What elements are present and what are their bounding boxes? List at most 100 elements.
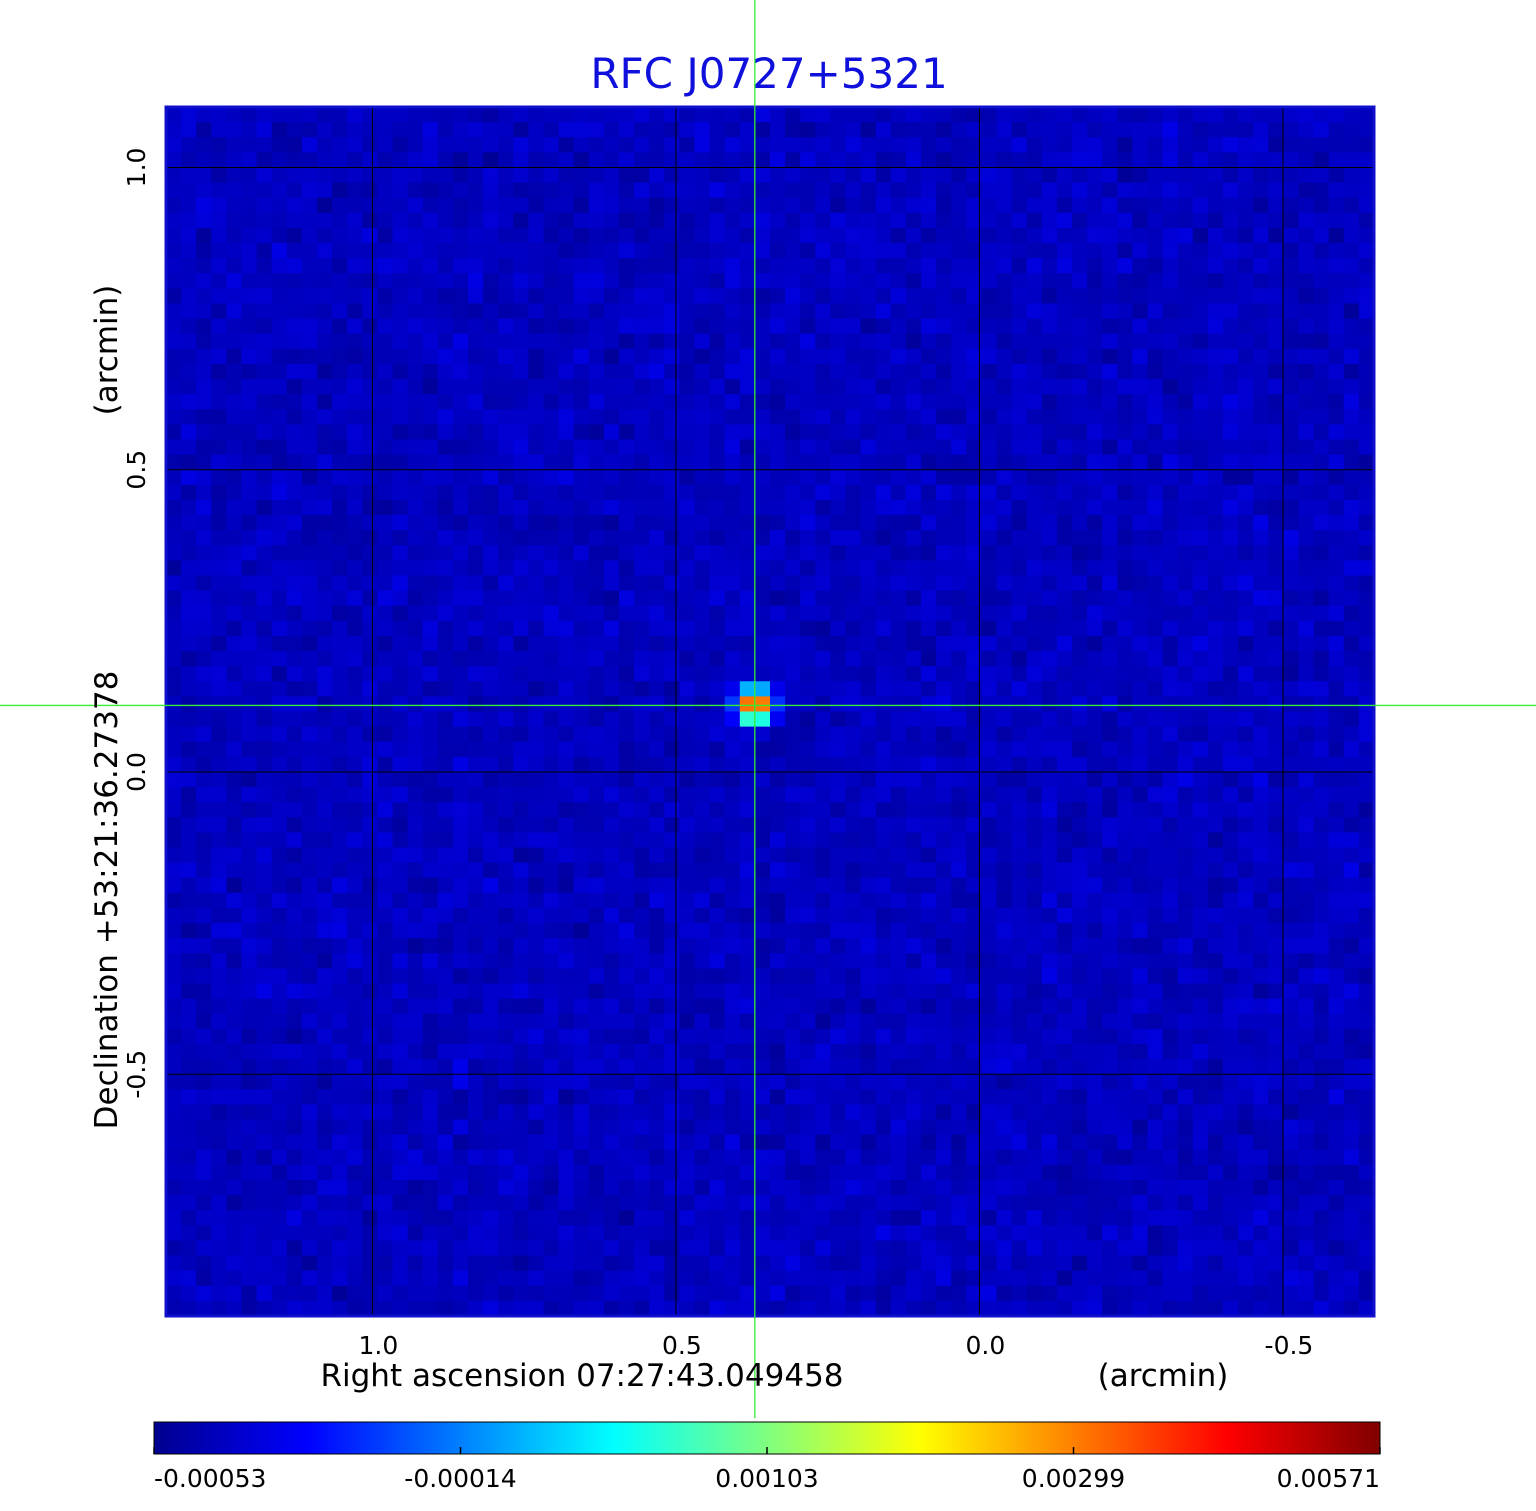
image-pixel — [1343, 575, 1360, 592]
image-pixel — [1238, 167, 1254, 184]
image-pixel — [332, 771, 348, 788]
image-pixel — [800, 892, 816, 909]
image-pixel — [498, 651, 514, 667]
image-pixel — [754, 273, 771, 289]
image-pixel — [362, 288, 378, 305]
image-pixel — [392, 394, 409, 410]
image-pixel — [754, 394, 771, 410]
image-pixel — [241, 892, 258, 909]
image-pixel — [468, 983, 484, 1000]
image-pixel — [815, 439, 831, 456]
image-pixel — [1238, 1028, 1254, 1045]
intensity-image — [166, 107, 1375, 1317]
image-pixel — [1026, 499, 1043, 516]
image-pixel — [1283, 847, 1300, 864]
image-pixel — [362, 741, 378, 758]
image-pixel — [588, 197, 605, 214]
image-pixel — [1102, 1013, 1118, 1030]
image-pixel — [634, 1013, 650, 1030]
image-pixel — [196, 379, 212, 395]
image-pixel — [226, 681, 243, 697]
image-pixel — [664, 983, 680, 1000]
image-pixel — [1343, 152, 1360, 169]
image-pixel — [347, 243, 363, 259]
image-pixel — [860, 212, 877, 229]
image-pixel — [815, 363, 831, 380]
image-pixel — [1298, 515, 1315, 531]
image-pixel — [452, 696, 469, 713]
image-pixel — [936, 938, 952, 954]
image-pixel — [181, 303, 197, 320]
image-pixel — [226, 983, 243, 1000]
image-pixel — [875, 635, 892, 652]
image-pixel — [1207, 651, 1224, 667]
image-pixel — [1026, 258, 1043, 274]
image-pixel — [468, 409, 484, 425]
image-pixel — [332, 998, 348, 1015]
image-pixel — [452, 771, 469, 788]
image-pixel — [770, 318, 786, 335]
image-pixel — [332, 545, 348, 561]
image-pixel — [498, 530, 514, 546]
image-pixel — [377, 439, 394, 456]
image-pixel — [1087, 787, 1103, 803]
image-pixel — [785, 953, 801, 970]
image-pixel — [1087, 847, 1103, 864]
image-pixel — [1162, 197, 1179, 214]
image-pixel — [679, 892, 696, 909]
image-pixel — [528, 726, 545, 743]
image-pixel — [1102, 726, 1118, 743]
image-pixel — [498, 847, 514, 864]
image-pixel — [603, 696, 620, 713]
image-pixel — [845, 545, 862, 561]
image-pixel — [437, 1013, 454, 1030]
image-pixel — [951, 152, 967, 169]
image-pixel — [513, 499, 529, 516]
image-pixel — [921, 983, 937, 1000]
image-pixel — [905, 892, 922, 909]
image-pixel — [709, 771, 726, 788]
image-pixel — [573, 560, 590, 577]
image-pixel — [347, 1013, 363, 1030]
image-pixel — [498, 892, 514, 909]
image-pixel — [332, 832, 348, 849]
image-pixel — [603, 938, 620, 954]
image-pixel — [196, 771, 212, 788]
image-pixel — [1041, 877, 1058, 894]
image-pixel — [951, 907, 967, 924]
image-pixel — [1253, 122, 1269, 138]
image-pixel — [558, 318, 575, 335]
image-pixel — [815, 877, 831, 894]
image-pixel — [573, 1028, 590, 1045]
image-pixel — [875, 651, 892, 667]
image-pixel — [1268, 258, 1284, 274]
image-pixel — [407, 953, 424, 970]
image-pixel — [301, 802, 318, 818]
image-pixel — [347, 137, 363, 153]
image-pixel — [196, 590, 212, 607]
image-pixel — [770, 968, 786, 985]
image-pixel — [724, 137, 741, 153]
image-pixel — [1011, 182, 1028, 199]
image-pixel — [1162, 273, 1179, 289]
image-pixel — [1056, 787, 1073, 803]
image-pixel — [573, 605, 590, 622]
image-pixel — [664, 953, 680, 970]
image-pixel — [1328, 469, 1345, 486]
image-pixel — [286, 530, 303, 546]
image-pixel — [166, 756, 182, 773]
image-pixel — [407, 137, 424, 153]
image-pixel — [694, 258, 711, 274]
image-pixel — [936, 1028, 952, 1045]
image-pixel — [256, 681, 273, 697]
image-pixel — [1072, 439, 1088, 456]
image-pixel — [483, 333, 499, 350]
image-pixel — [739, 318, 756, 335]
image-pixel — [770, 923, 786, 939]
image-pixel — [1238, 787, 1254, 803]
image-pixel — [588, 968, 605, 985]
image-pixel — [1253, 560, 1269, 577]
image-pixel — [362, 892, 378, 909]
image-pixel — [890, 983, 907, 1000]
image-pixel — [452, 1013, 469, 1030]
